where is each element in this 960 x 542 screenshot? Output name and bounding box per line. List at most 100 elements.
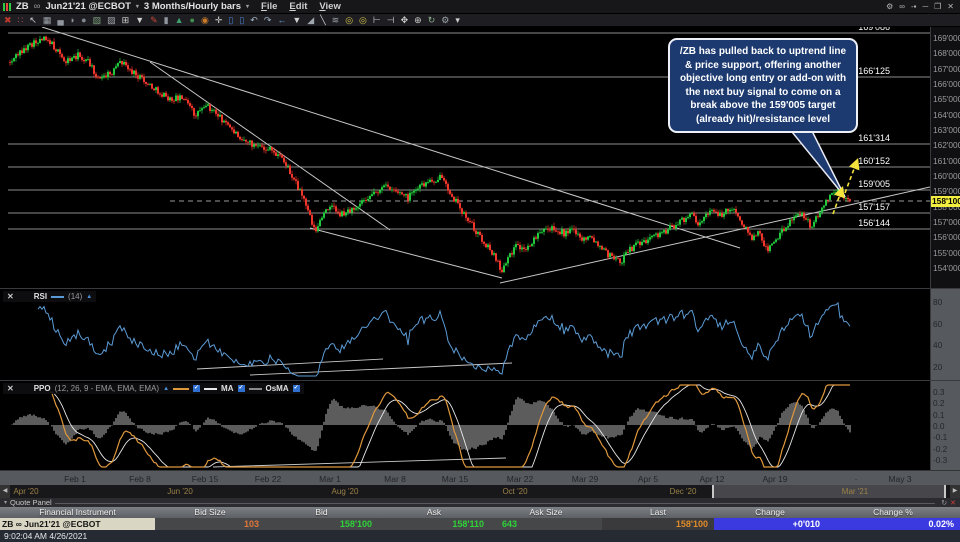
pane-blue-2-icon[interactable]: ▯ [239, 14, 244, 26]
chevron-down-icon[interactable]: ▾ [246, 3, 249, 10]
price-chart-panel[interactable]: 169'086166'125161'314160'152159'005157'1… [0, 27, 960, 288]
chart-style-icon[interactable]: ▨ [107, 14, 116, 26]
symbol-label: ZB [16, 1, 29, 12]
quote-panel-titlebar[interactable]: ▾ Quote Panel ↻✕ [0, 498, 960, 507]
zoom-out-icon[interactable]: ◎ [359, 14, 367, 26]
pin-icon[interactable]: -▪ [911, 2, 917, 11]
ppo-line-checkbox[interactable]: ✓ [193, 385, 200, 392]
quote-column-header[interactable]: Change % [826, 507, 960, 518]
settings-icon[interactable]: ⚙ [886, 2, 893, 11]
callout-line: break above the 159'005 target [672, 99, 854, 113]
quote-column-header[interactable]: Change [714, 507, 826, 518]
rsi-plot[interactable] [0, 289, 930, 381]
ppo-close-icon[interactable]: ✕ [7, 384, 14, 393]
svg-text:160'152: 160'152 [858, 156, 890, 166]
date-tick-label: Feb 1 [64, 474, 86, 484]
globe-icon[interactable]: ● [81, 14, 86, 26]
quote-column-header[interactable]: Ask Size [490, 507, 602, 518]
measure-right-icon[interactable]: ⊣ [387, 14, 395, 26]
rsi-close-icon[interactable]: ✕ [7, 292, 14, 301]
sphere-icon[interactable]: ● [190, 14, 195, 26]
filter-icon[interactable]: ▼ [292, 14, 301, 26]
ppo-osma-checkbox[interactable]: ✓ [293, 385, 300, 392]
grid-icon[interactable]: ▦ [43, 14, 52, 26]
menu-view[interactable]: View [319, 1, 340, 12]
edit-flag-icon[interactable]: ✎ [150, 14, 158, 26]
svg-text:161'314: 161'314 [858, 133, 890, 143]
quote-instrument[interactable]: ZB ∞ Jun21'21 @ECBOT [0, 518, 155, 530]
scrollbar-thumb[interactable] [712, 485, 946, 498]
area-chart-icon[interactable]: ▲ [175, 14, 184, 26]
pane-blue-1-icon[interactable]: ▯ [228, 14, 233, 26]
undo-icon[interactable]: ↶ [250, 14, 258, 26]
rsi-panel[interactable]: 80604020 ✕ RSI (14) ▲ [0, 288, 960, 380]
chevron-down-icon[interactable]: ▾ [136, 3, 139, 10]
ppo-panel[interactable]: 0.30.20.10.0-0.1-0.2-0.3 ✕ PPO (12, 26, … [0, 380, 960, 470]
ppo-axis-label: 0.3 [933, 387, 945, 397]
ppo-settings-icon[interactable]: ▲ [163, 386, 169, 392]
menu-edit[interactable]: Edit [289, 1, 307, 12]
price-axis[interactable]: 169'000168'000167'000166'000165'000164'0… [930, 27, 960, 288]
timeframe-dropdown[interactable]: 3 Months/Hourly bars [144, 1, 241, 12]
cursor-icon[interactable]: ↖ [29, 14, 37, 26]
quote-column-header[interactable]: Financial Instrument [0, 507, 155, 518]
ppo-plot[interactable] [0, 381, 930, 473]
quote-column-header[interactable]: Last [602, 507, 714, 518]
cylinder-icon[interactable]: ▄ [57, 14, 63, 26]
zoom-in-icon[interactable]: ◎ [345, 14, 353, 26]
price-axis-label: 157'000 [933, 217, 960, 227]
contract-dropdown[interactable]: Jun21'21 @ECBOT [45, 1, 130, 12]
ppo-axis-label: -0.2 [933, 444, 947, 454]
fib-tool-icon[interactable]: ≋ [332, 14, 340, 26]
crosshair-icon[interactable]: ⊕ [414, 14, 422, 26]
redo-icon[interactable]: ↷ [264, 14, 272, 26]
close-icon[interactable]: ✖ [4, 14, 12, 26]
target-icon[interactable]: ◉ [201, 14, 209, 26]
quote-column-header[interactable]: Bid Size [155, 507, 265, 518]
quote-column-header[interactable]: Ask [378, 507, 490, 518]
ppo-ma-checkbox[interactable]: ✓ [238, 385, 245, 392]
rsi-line-swatch [51, 296, 64, 298]
rsi-param: (14) [68, 292, 82, 301]
date-axis[interactable]: Feb 1Feb 8Feb 15Feb 22Mar 1Mar 8Mar 15Ma… [0, 470, 960, 485]
minimize-icon[interactable]: ─ [922, 2, 928, 11]
brush-icon[interactable]: ◗ [70, 14, 75, 26]
scroll-right-arrow[interactable]: ▶ [950, 485, 960, 498]
date-tick-label: Feb 15 [192, 474, 218, 484]
collapse-icon[interactable]: ▾ [4, 499, 7, 506]
quote-close-icon[interactable]: ✕ [950, 499, 956, 507]
dropdown-icon[interactable]: ▼ [135, 14, 144, 26]
quote-row[interactable]: ZB ∞ Jun21'21 @ECBOT 103 158'100 158'110… [0, 518, 960, 530]
select-icon[interactable]: ✛ [215, 14, 223, 26]
trend-icon[interactable]: ◢ [307, 14, 314, 26]
ppo-ma-swatch [204, 388, 217, 390]
layout-icon[interactable]: ⊞ [122, 14, 130, 26]
photo-icon[interactable]: ▧ [93, 14, 102, 26]
annotation-callout[interactable]: /ZB has pulled back to uptrend line & pr… [668, 38, 858, 133]
callout-line: & price support, offering another [672, 59, 854, 73]
rsi-settings-icon[interactable]: ▲ [86, 294, 92, 300]
price-axis-label: 162'000 [933, 140, 960, 150]
link-icon[interactable]: ∞ [899, 2, 905, 11]
move-icon[interactable]: ✥ [401, 14, 409, 26]
volume-bars-icon[interactable]: ▮ [164, 14, 169, 26]
toolbar: ✖ ∷ ↖ ▦ ▄ ◗ ● ▧ ▨ ⊞ ▼ ✎ ▮ ▲ ● ◉ ✛ ▯ ▯ ↶ ↷ ← ▼ ◢ ╲ ≋ ◎ ◎ ⊢ ⊣ ✥ ⊕ ↻ ⚙ ▾ [0, 13, 960, 27]
time-scrollbar[interactable]: ◀▶Apr '20Jun '20Aug '20Oct '20Dec '20Mar… [0, 485, 960, 498]
rsi-axis-label: 80 [933, 297, 942, 307]
tools-icon[interactable]: ⚙ [441, 14, 449, 26]
quote-last: 158'100 [602, 518, 714, 530]
close-icon[interactable]: ✕ [947, 2, 954, 11]
measure-left-icon[interactable]: ⊢ [373, 14, 381, 26]
date-tick-label: Feb 22 [255, 474, 281, 484]
quote-panel: ▾ Quote Panel ↻✕ Financial InstrumentBid… [0, 498, 960, 530]
more-icon[interactable]: ▾ [455, 14, 460, 26]
pattern-icon[interactable]: ∷ [18, 14, 24, 26]
scroll-left-arrow[interactable]: ◀ [0, 485, 10, 498]
menu-file[interactable]: File [261, 1, 277, 12]
maximize-icon[interactable]: ❐ [934, 2, 941, 11]
back-arrow-icon[interactable]: ← [277, 14, 286, 26]
quote-column-header[interactable]: Bid [265, 507, 378, 518]
quote-refresh-icon[interactable]: ↻ [941, 499, 947, 507]
line-tool-icon[interactable]: ╲ [320, 14, 325, 26]
refresh-icon[interactable]: ↻ [428, 14, 436, 26]
